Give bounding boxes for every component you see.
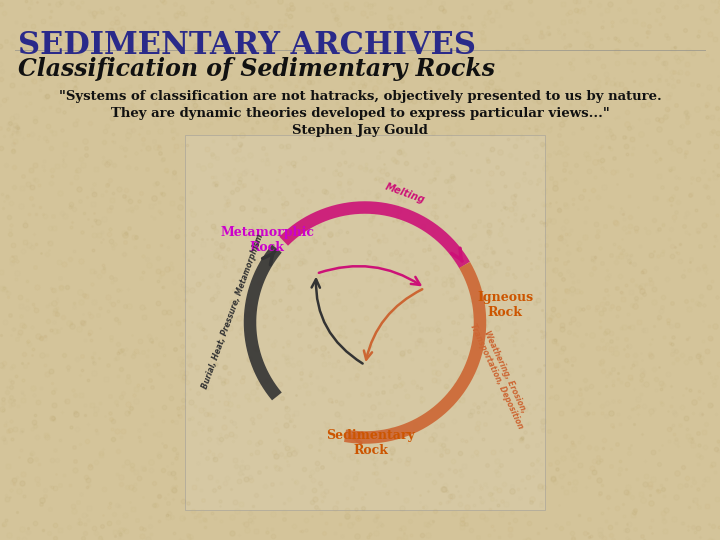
Text: Igneous
Rock: Igneous Rock <box>477 291 534 319</box>
Text: Sedimentary
Rock: Sedimentary Rock <box>326 429 415 457</box>
Text: Stephen Jay Gould: Stephen Jay Gould <box>292 124 428 137</box>
Text: Weathering, Erosion,
Transportation, Deposition: Weathering, Erosion, Transportation, Dep… <box>467 318 534 430</box>
Text: Metamorphic
Rock: Metamorphic Rock <box>220 226 314 254</box>
Text: They are dynamic theories developed to express particular views...": They are dynamic theories developed to e… <box>111 107 609 120</box>
Text: SEDIMENTARY ARCHIVES: SEDIMENTARY ARCHIVES <box>18 30 476 61</box>
Text: Classification of Sedimentary Rocks: Classification of Sedimentary Rocks <box>18 57 495 81</box>
FancyBboxPatch shape <box>185 135 545 510</box>
Text: Burial, Heat, Pressure, Metamorphism: Burial, Heat, Pressure, Metamorphism <box>200 232 265 390</box>
Text: "Systems of classification are not hatracks, objectively presented to us by natu: "Systems of classification are not hatra… <box>58 90 662 103</box>
Text: Melting: Melting <box>384 182 426 206</box>
